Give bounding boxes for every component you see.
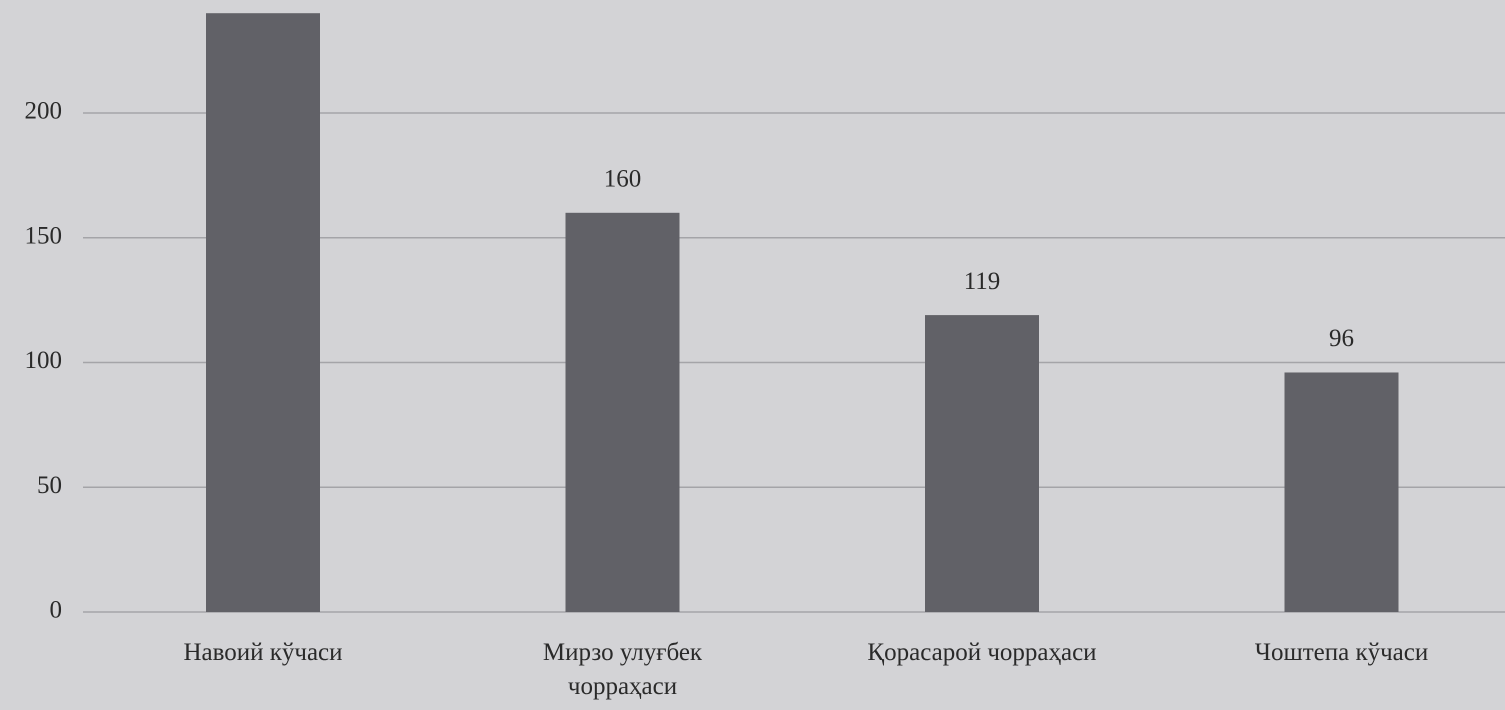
y-tick-label: 100: [25, 347, 63, 374]
x-tick-label: Чоштепа кўчаси: [1254, 639, 1429, 666]
data-label: 96: [1329, 325, 1354, 352]
bar: [206, 13, 320, 612]
bar: [1284, 372, 1399, 612]
data-label: 160: [604, 166, 642, 193]
bar: [925, 315, 1039, 612]
data-label: 119: [964, 268, 1001, 295]
y-tick-label: 200: [25, 98, 63, 125]
bar: [565, 212, 680, 613]
y-tick-label: 150: [25, 222, 63, 249]
y-tick-label: 50: [37, 472, 62, 499]
x-tick-label: Қорасарой чорраҳаси: [867, 639, 1097, 666]
x-tick-label: Мирзо улуғбек чорраҳаси: [542, 639, 703, 700]
x-tick-label: Навоий кўчаси: [183, 639, 343, 666]
y-tick-label: 0: [50, 597, 63, 624]
